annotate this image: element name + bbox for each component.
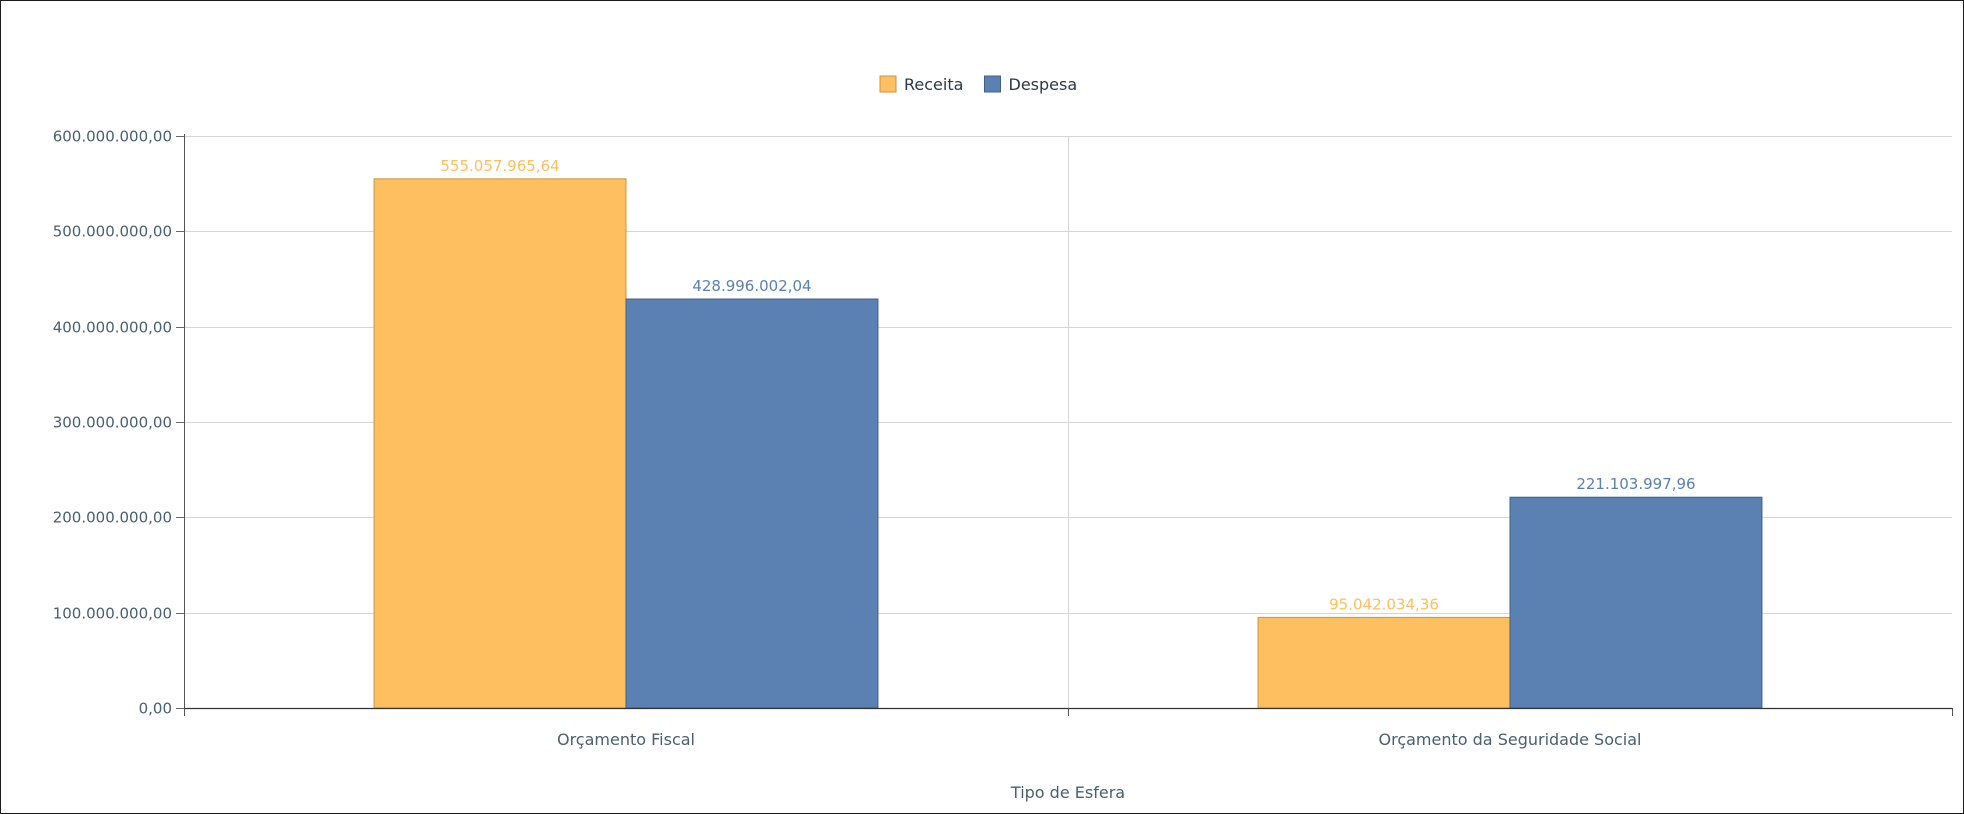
- legend-swatch: [984, 75, 1001, 93]
- legend-item[interactable]: Despesa: [984, 75, 1078, 94]
- y-tick-label: 500.000.000,00: [53, 223, 172, 241]
- data-label: 428.996.002,04: [692, 277, 811, 295]
- legend-item[interactable]: Receita: [879, 75, 963, 94]
- y-tick-label: 400.000.000,00: [53, 319, 172, 337]
- y-tick-label: 100.000.000,00: [53, 605, 172, 623]
- data-label: 555.057.965,64: [440, 157, 559, 175]
- bar[interactable]: [625, 298, 879, 709]
- y-tick-label: 300.000.000,00: [53, 414, 172, 432]
- y-tick-label: 200.000.000,00: [53, 509, 172, 527]
- legend-label: Despesa: [1009, 75, 1078, 94]
- legend-swatch: [879, 75, 897, 93]
- legend-label: Receita: [904, 75, 963, 94]
- y-axis: 0,00 100.000.000,00 200.000.000,00 300.000.…: [53, 128, 185, 718]
- legend[interactable]: Receita Despesa: [879, 75, 1078, 94]
- x-axis-title: Tipo de Esfera: [1010, 783, 1125, 802]
- x-tick-label: Orçamento da Seguridade Social: [1379, 730, 1642, 749]
- y-tick-label: 0,00: [139, 700, 172, 718]
- x-axis: Orçamento Fiscal Orçamento da Seguridade …: [184, 707, 1953, 749]
- bars: 555.057.965,64 428.996.002,04 95.042.034,3…: [373, 157, 1763, 709]
- y-tick-label: 600.000.000,00: [53, 128, 172, 146]
- bar[interactable]: [1509, 496, 1763, 709]
- bar[interactable]: [1257, 616, 1511, 709]
- x-tick-label: Orçamento Fiscal: [557, 730, 695, 749]
- data-label: 95.042.034,36: [1329, 595, 1439, 613]
- data-label: 221.103.997,96: [1576, 475, 1695, 493]
- bar[interactable]: [373, 178, 627, 709]
